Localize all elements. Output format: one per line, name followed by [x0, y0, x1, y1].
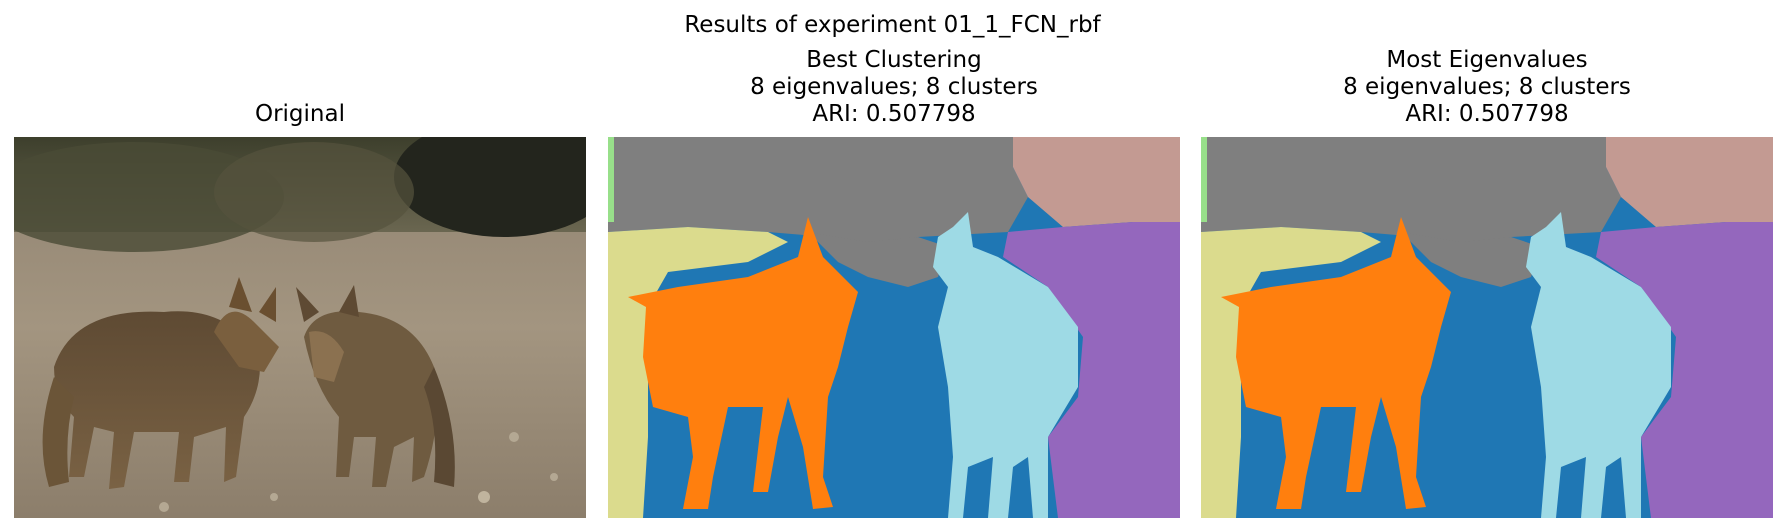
panel-title-line: ARI: 0.507798 — [812, 101, 976, 127]
panel-title-line: ARI: 0.507798 — [1405, 101, 1569, 127]
original-photo — [14, 137, 586, 518]
most-eigenvalues-map — [1201, 137, 1773, 518]
panel-title-line: Original — [254, 101, 345, 127]
segmentation-best — [608, 137, 1180, 518]
panel-title-line: Most Eigenvalues — [1386, 47, 1588, 73]
panel-title-line: 8 eigenvalues; 8 clusters — [1343, 74, 1631, 100]
panel-title-line: Best Clustering — [806, 47, 982, 73]
best-clustering-map — [608, 137, 1180, 518]
panel-title-best-clustering: Best Clustering 8 eigenvalues; 8 cluster… — [608, 47, 1180, 128]
segmentation-most-eigenvalues — [1201, 137, 1773, 518]
panel-title-original: Original — [14, 101, 586, 128]
figure-suptitle: Results of experiment 01_1_FCN_rbf — [684, 12, 1101, 38]
coyotes-photo — [14, 137, 586, 518]
panel-title-most-eigenvalues: Most Eigenvalues 8 eigenvalues; 8 cluste… — [1201, 47, 1773, 128]
panel-title-line: 8 eigenvalues; 8 clusters — [750, 74, 1038, 100]
